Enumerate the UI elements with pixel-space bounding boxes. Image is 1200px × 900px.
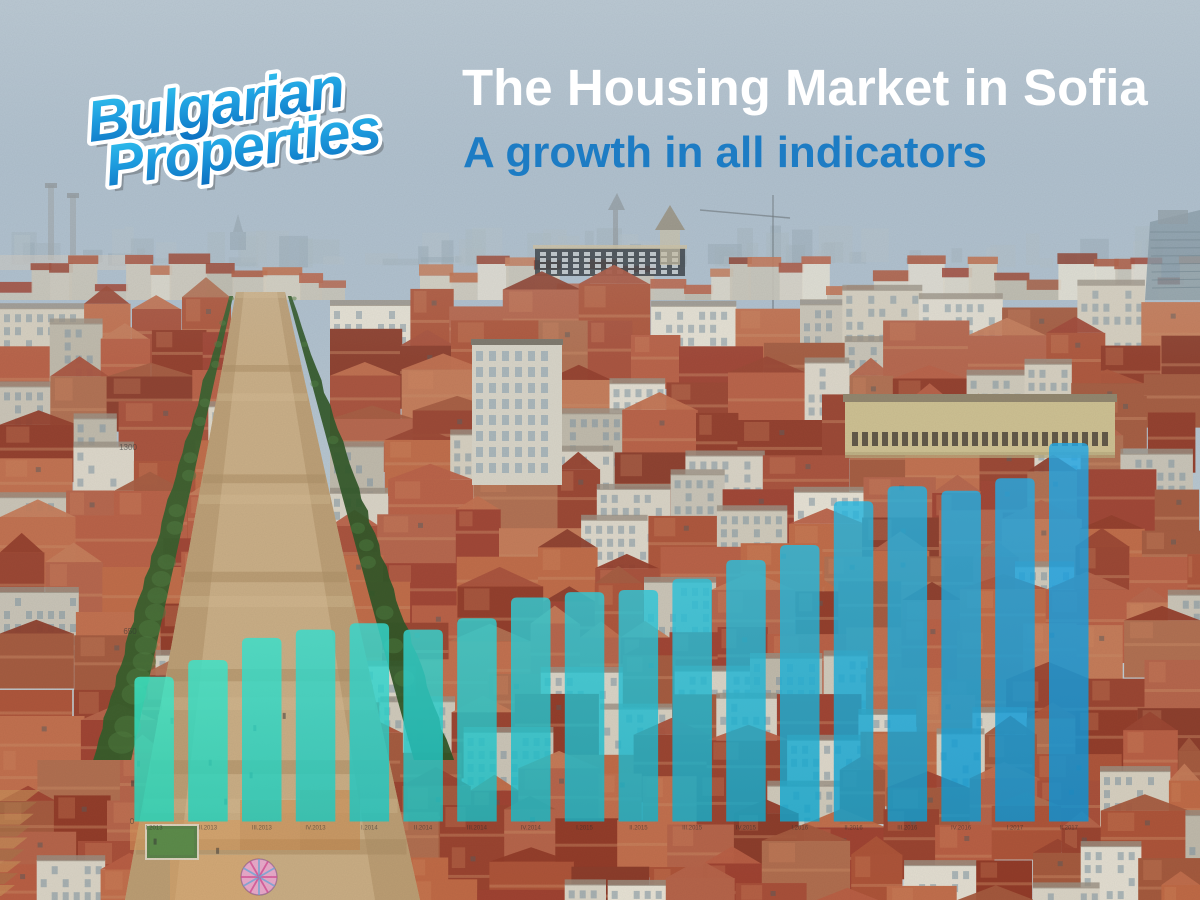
svg-text:III.2016: III.2016 (897, 826, 918, 832)
svg-text:650: 650 (123, 627, 137, 636)
svg-text:II.2013: II.2013 (199, 826, 218, 832)
svg-text:1300: 1300 (119, 443, 137, 452)
svg-text:II.2017: II.2017 (1060, 826, 1079, 832)
svg-text:IV.2013: IV.2013 (305, 826, 326, 832)
svg-text:IV.2016: IV.2016 (951, 826, 972, 832)
svg-text:III.2013: III.2013 (252, 826, 273, 832)
svg-text:I.2016: I.2016 (791, 826, 808, 832)
svg-text:IV.2015: IV.2015 (736, 826, 757, 832)
svg-text:IV.2014: IV.2014 (521, 826, 542, 832)
svg-text:I.2015: I.2015 (576, 826, 593, 832)
svg-text:III.2014: III.2014 (467, 826, 488, 832)
svg-text:I.2017: I.2017 (1007, 826, 1024, 832)
svg-text:I.2014: I.2014 (361, 826, 378, 832)
svg-text:II.2014: II.2014 (414, 826, 433, 832)
svg-text:II.2015: II.2015 (629, 826, 648, 832)
svg-text:II.2016: II.2016 (844, 826, 863, 832)
svg-text:0: 0 (130, 817, 135, 826)
svg-text:I.2013: I.2013 (146, 826, 163, 832)
svg-text:III.2015: III.2015 (682, 826, 703, 832)
